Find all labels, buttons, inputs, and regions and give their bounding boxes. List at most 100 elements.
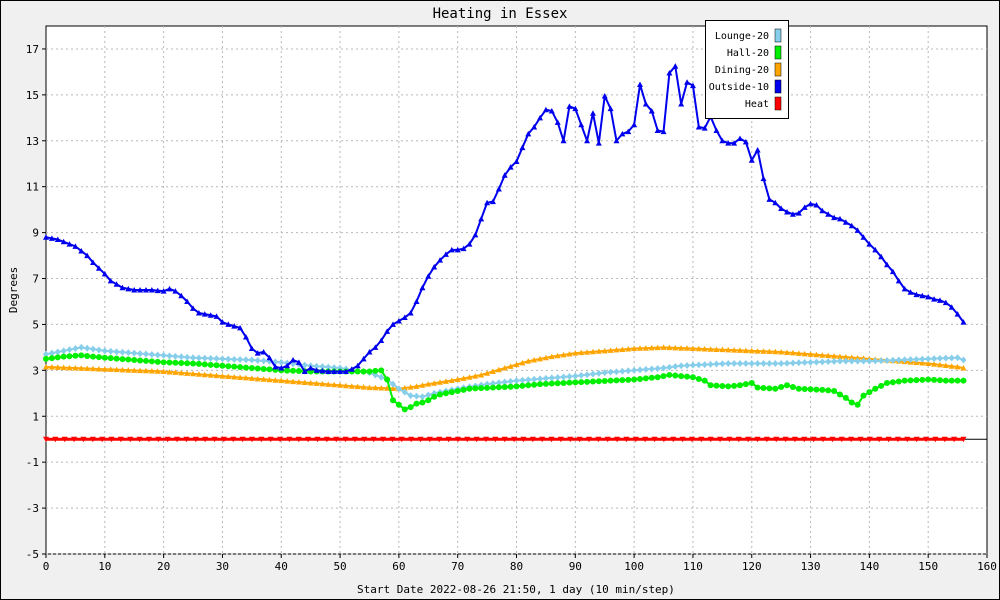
y-tick-label: 9 [32,227,39,240]
legend-swatch-lounge-20 [774,28,782,43]
outside-10-marker [889,268,896,275]
heat-marker [838,436,845,443]
dining-20-marker [584,349,591,355]
outside-10-marker [95,265,102,271]
heat-marker [913,436,920,443]
hall-20-marker [572,379,579,386]
lounge-20-marker [154,351,161,359]
dining-20-marker [101,366,108,372]
dining-20-marker [448,377,455,383]
y-tick-label: -1 [26,456,39,469]
hall-20-marker [442,390,449,397]
hall-20-marker [537,381,544,388]
heat-marker [239,436,246,443]
outside-10-marker [472,231,479,238]
hall-20-marker [901,377,908,384]
hall-20-marker [719,383,726,390]
y-tick-label: 1 [32,410,39,423]
lounge-20-marker [201,354,208,362]
outside-10-marker [290,357,297,363]
dining-20-marker [919,360,926,366]
dining-20-marker [366,384,373,391]
outside-10-marker [43,234,49,240]
dining-20-marker [54,364,61,370]
heat-marker [932,436,939,443]
dining-20-marker [672,344,679,351]
hall-20-marker [695,375,702,382]
hall-20-marker [466,385,473,392]
dining-20-marker [684,345,691,351]
heat-marker [286,436,293,443]
x-tick-label: 70 [451,560,464,573]
lounge-20-marker [248,356,255,364]
dining-20-marker [225,373,232,380]
lounge-20-marker [713,360,720,368]
hall-20-marker [72,352,79,359]
heat-marker [426,436,433,443]
dining-20-marker [795,350,802,356]
heat-marker [333,436,340,443]
hall-20-marker [807,386,814,393]
hall-20-marker [954,377,961,384]
hall-20-marker [913,377,920,384]
dining-20-marker [754,348,761,354]
legend-label-lounge-20: Lounge-20 [715,31,769,42]
hall-20-marker [90,353,97,360]
heat-marker [951,436,958,443]
lounge-20-marker [519,376,526,384]
lounge-20-marker [719,360,726,368]
outside-10-marker [284,362,291,369]
dining-20-marker [813,351,820,358]
hall-20-marker [789,383,796,390]
lounge-20-marker [225,355,232,363]
lounge-20-marker [607,368,614,376]
hall-20-marker [184,360,191,367]
heat-marker [89,436,96,443]
lounge-20-marker [760,359,767,367]
lounge-20-marker [631,366,638,374]
heat-marker [351,436,358,443]
lounge-20-marker [566,373,573,381]
lounge-20-marker [848,357,855,365]
hall-20-marker [66,353,73,360]
heat-marker [80,436,87,443]
hall-20-marker [460,386,467,393]
lounge-20-marker [142,350,149,358]
lounge-20-marker [807,358,814,366]
dining-20-marker [819,352,826,358]
outside-10-marker [337,368,344,374]
legend-swatch-outside-10 [774,79,782,94]
lounge-20-marker [619,367,626,375]
hall-20-marker [589,378,596,385]
dining-20-marker [772,348,779,355]
hall-20-marker [631,376,638,383]
dining-20-marker [248,375,255,381]
lounge-20-marker [789,359,796,367]
lounge-20-marker [860,357,867,365]
lounge-20-marker [548,374,555,382]
heat-marker [108,436,115,443]
outside-10-marker [178,292,185,299]
lounge-20-marker [84,344,91,352]
outside-10-marker [384,328,391,334]
lounge-20-marker [819,358,826,366]
outside-10-marker [154,287,161,294]
outside-10-marker [431,264,438,270]
hall-20-marker [384,376,391,383]
dining-20-marker [707,346,714,352]
hall-20-marker [395,401,402,408]
dining-20-marker [125,367,132,373]
outside-10-marker [637,81,644,88]
x-tick-label: 0 [43,560,50,573]
hall-20-marker [860,392,867,399]
hall-20-marker [654,374,661,381]
lounge-20-marker [936,354,943,362]
hall-20-marker [884,379,891,386]
outside-10-marker [960,319,967,325]
outside-10-marker [825,211,832,217]
outside-10-marker [807,200,814,207]
dining-20-marker [478,371,485,378]
dining-20-marker [954,363,961,370]
hall-20-marker [637,375,644,382]
